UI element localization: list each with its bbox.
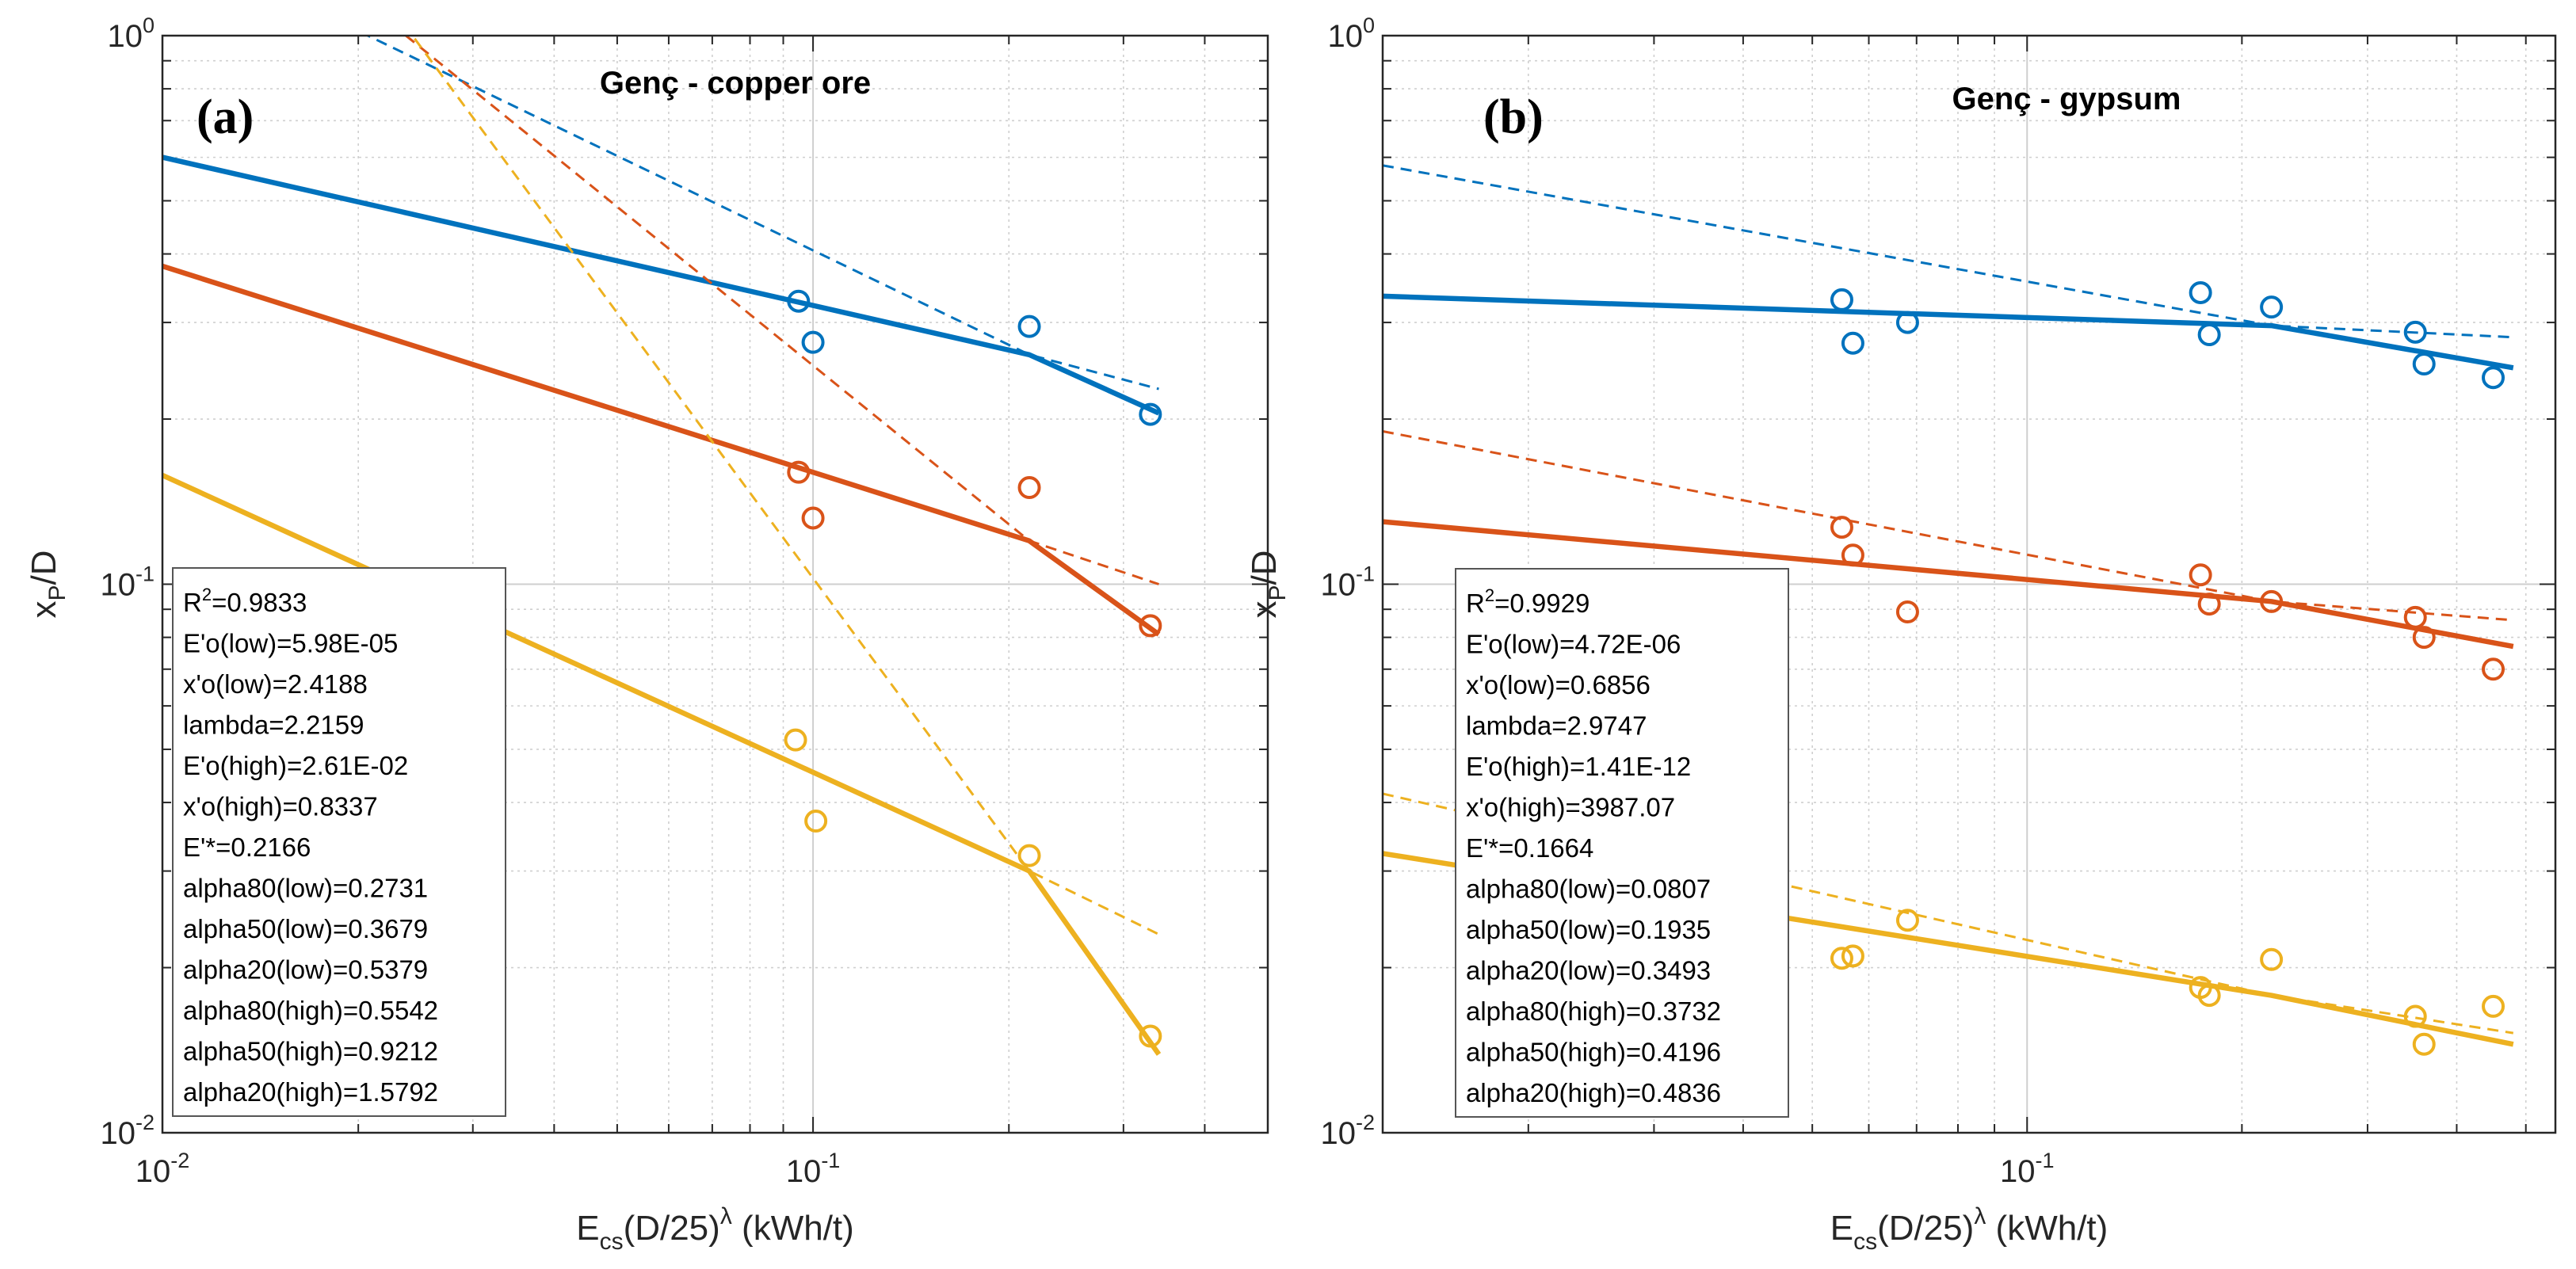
data-point-x20 bbox=[2260, 947, 2284, 971]
series-group bbox=[1383, 164, 2514, 1056]
y-axis-label: xP/D bbox=[1245, 550, 1291, 618]
data-point-x20 bbox=[1841, 944, 1864, 968]
y-tick-label: 10-2 bbox=[1320, 1111, 1375, 1151]
x-tick-label: 10-2 bbox=[135, 1149, 190, 1189]
dashed-fit-x50 bbox=[1383, 430, 2513, 622]
data-point-x50 bbox=[1139, 614, 1162, 638]
data-point-x80 bbox=[1841, 331, 1864, 355]
y-axis-label: xP/D bbox=[25, 550, 71, 618]
parameter-line: x'o(low)=2.4188 bbox=[183, 669, 368, 699]
parameter-line: E'*=0.1664 bbox=[1466, 833, 1593, 863]
axes-frame bbox=[161, 34, 1269, 1134]
data-point-x20 bbox=[2403, 1004, 2427, 1028]
parameter-line: x'o(high)=0.8337 bbox=[183, 792, 378, 821]
data-point-x20 bbox=[2197, 984, 2221, 1008]
parameter-line: R2=0.9833 bbox=[183, 585, 307, 617]
data-point-x20 bbox=[804, 810, 828, 833]
parameter-line: x'o(high)=3987.07 bbox=[1466, 793, 1675, 822]
data-point-x50 bbox=[1895, 600, 1919, 624]
data-point-x20 bbox=[784, 728, 807, 752]
data-point-x80 bbox=[801, 330, 825, 354]
data-point-x20 bbox=[2412, 1032, 2436, 1056]
data-point-x80 bbox=[2197, 323, 2221, 347]
y-tick-label: 10-2 bbox=[100, 1111, 155, 1151]
parameter-line: alpha80(high)=0.3732 bbox=[1466, 997, 1721, 1026]
data-point-x50 bbox=[2412, 626, 2436, 650]
data-point-x20 bbox=[1139, 1024, 1162, 1048]
parameter-line: E'o(low)=5.98E-05 bbox=[183, 629, 398, 658]
parameter-line: alpha80(high)=0.5542 bbox=[183, 996, 438, 1025]
parameter-line: E'o(low)=4.72E-06 bbox=[1466, 630, 1681, 659]
data-point-x20 bbox=[1017, 844, 1041, 867]
data-point-x50 bbox=[1830, 516, 1853, 539]
dashed-fit-x20 bbox=[410, 36, 1160, 936]
data-point-x80 bbox=[2403, 320, 2427, 344]
data-point-x80 bbox=[2412, 352, 2436, 376]
x-tick-label: 10-1 bbox=[786, 1149, 841, 1189]
data-point-x80 bbox=[1017, 314, 1041, 338]
parameter-line: alpha20(high)=0.4836 bbox=[1466, 1078, 1721, 1107]
parameter-line: alpha20(low)=0.3493 bbox=[1466, 956, 1711, 985]
y-tick-label: 100 bbox=[107, 13, 155, 54]
data-point-x80 bbox=[1830, 288, 1853, 311]
parameter-line: E'o(high)=2.61E-02 bbox=[183, 751, 408, 780]
parameter-line: alpha20(low)=0.5379 bbox=[183, 955, 428, 985]
axes-frame bbox=[1381, 34, 2557, 1134]
fit-line-x80 bbox=[162, 154, 1160, 416]
panel-letter: (b) bbox=[1483, 90, 1544, 144]
parameter-line: E'*=0.2166 bbox=[183, 833, 311, 862]
parameter-line: x'o(low)=0.6856 bbox=[1466, 670, 1651, 699]
data-point-x50 bbox=[2260, 589, 2284, 613]
data-point-x50 bbox=[2197, 593, 2221, 616]
fit-line-x80 bbox=[1383, 293, 2514, 371]
parameter-line: alpha50(low)=0.1935 bbox=[1466, 915, 1711, 944]
x-axis-label: Ecs(D/25)λ (kWh/t) bbox=[576, 1203, 854, 1255]
data-point-x20 bbox=[2482, 994, 2505, 1018]
panel-title: Genç - gypsum bbox=[1952, 82, 2181, 116]
data-point-x80 bbox=[1139, 402, 1162, 426]
data-point-x50 bbox=[1841, 543, 1864, 567]
data-point-x50 bbox=[1017, 476, 1041, 500]
parameter-line: alpha50(low)=0.3679 bbox=[183, 914, 428, 943]
parameter-line: E'o(high)=1.41E-12 bbox=[1466, 752, 1691, 781]
data-point-x80 bbox=[1895, 311, 1919, 334]
panel-letter: (a) bbox=[197, 90, 254, 144]
parameter-line: alpha80(low)=0.2731 bbox=[183, 874, 428, 903]
data-point-x50 bbox=[2403, 605, 2427, 629]
y-tick-label: 10-1 bbox=[1320, 562, 1375, 603]
panel-a: 10-2 10-1 10-2 10-1 100 Ecs(D/25)λ (kWh/t) xP/… bbox=[25, 13, 1269, 1255]
data-point-x20 bbox=[1830, 947, 1853, 970]
data-point-x50 bbox=[2482, 657, 2505, 681]
data-point-x80 bbox=[2482, 366, 2505, 390]
x-axis-label: Ecs(D/25)λ (kWh/t) bbox=[1830, 1203, 2109, 1255]
parameter-box: R2=0.9833 E'o(low)=5.98E-05 x'o(low)=2.418… bbox=[172, 567, 506, 1117]
data-point-x80 bbox=[2189, 280, 2212, 304]
parameter-box-frame bbox=[172, 567, 506, 1117]
panel-b: 10-1 10-2 10-1 100 Ecs(D/25)λ (kWh/t) xP/D (b)… bbox=[1245, 13, 2557, 1255]
fit-line-x50 bbox=[162, 263, 1161, 637]
x-tick-label: 10-1 bbox=[2000, 1149, 2055, 1189]
parameter-line: lambda=2.9747 bbox=[1466, 711, 1647, 741]
data-point-x50 bbox=[787, 460, 811, 484]
parameter-line: lambda=2.2159 bbox=[183, 711, 364, 740]
parameter-box-frame bbox=[1455, 568, 1789, 1118]
data-point-x20 bbox=[1895, 909, 1919, 932]
parameter-line: R2=0.9929 bbox=[1466, 585, 1589, 618]
parameter-line: alpha50(high)=0.4196 bbox=[1466, 1038, 1721, 1067]
y-tick-label: 100 bbox=[1327, 13, 1375, 54]
panel-title: Genç - copper ore bbox=[600, 66, 871, 101]
parameter-box: R2=0.9929 E'o(low)=4.72E-06 x'o(low)=0.685… bbox=[1455, 568, 1789, 1118]
data-point-x80 bbox=[2260, 295, 2284, 319]
data-point-x50 bbox=[2189, 563, 2212, 587]
data-point-x50 bbox=[801, 506, 825, 530]
data-point-x80 bbox=[787, 289, 811, 313]
parameter-line: alpha80(low)=0.0807 bbox=[1466, 875, 1711, 904]
parameter-line: alpha20(high)=1.5792 bbox=[183, 1077, 438, 1107]
parameter-line: alpha50(high)=0.9212 bbox=[183, 1037, 438, 1066]
y-tick-label: 10-1 bbox=[100, 562, 155, 603]
